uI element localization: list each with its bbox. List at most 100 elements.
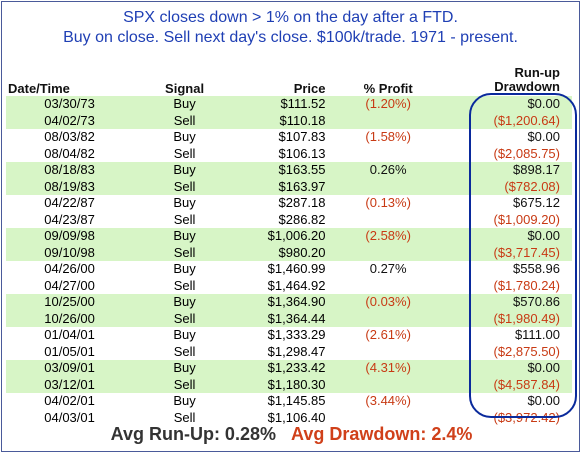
table-row: 03/09/01 Buy $1,233.42 (4.31%) $0.00 — [6, 360, 572, 377]
cell-signal: Sell — [127, 145, 242, 162]
table-header-row: Date/Time Signal Price % Profit Run-up D… — [6, 65, 572, 97]
cell-profit: (1.20%) — [325, 96, 451, 113]
cell-price: $163.97 — [241, 178, 326, 195]
cell-signal: Sell — [127, 310, 242, 327]
table-title: SPX closes down > 1% on the day after a … — [2, 8, 579, 48]
cell-price: $111.52 — [241, 96, 326, 113]
cell-runup-drawdown: ($1,780.24) — [465, 277, 572, 294]
cell-date: 04/03/01 — [6, 409, 128, 426]
cell-gap — [450, 261, 466, 278]
cell-price: $1,106.40 — [241, 409, 326, 426]
cell-runup-drawdown: $0.00 — [465, 393, 572, 410]
cell-profit: (1.58%) — [325, 129, 451, 146]
cell-price: $1,333.29 — [241, 327, 326, 344]
title-line-2: Buy on close. Sell next day's close. $10… — [63, 29, 518, 46]
cell-date: 04/23/87 — [6, 211, 128, 228]
header-gap — [451, 66, 466, 96]
cell-date: 09/09/98 — [6, 228, 128, 245]
cell-profit: 0.26% — [325, 162, 451, 179]
cell-profit: (0.03%) — [325, 294, 451, 311]
table-row: 10/25/00 Buy $1,364.90 (0.03%) $570.86 — [6, 294, 572, 311]
cell-signal: Sell — [127, 178, 242, 195]
table-row: 03/30/73 Buy $111.52 (1.20%) $0.00 — [6, 96, 572, 113]
cell-signal: Buy — [127, 294, 242, 311]
cell-date: 04/22/87 — [6, 195, 128, 212]
cell-date: 03/30/73 — [6, 96, 128, 113]
cell-price: $980.20 — [241, 244, 326, 261]
header-date: Date/Time — [8, 81, 70, 96]
cell-price: $1,233.42 — [241, 360, 326, 377]
cell-date: 08/18/83 — [6, 162, 128, 179]
cell-signal: Buy — [127, 228, 242, 245]
cell-runup-drawdown: $558.96 — [465, 261, 572, 278]
table-row: 01/05/01 Sell $1,298.47 ($2,875.50) — [6, 343, 572, 360]
avg-runup: Avg Run-Up: 0.28% — [110, 424, 276, 444]
table-row: 08/04/82 Sell $106.13 ($2,085.75) — [6, 145, 572, 162]
table-row: 03/12/01 Sell $1,180.30 ($4,587.84) — [6, 376, 572, 393]
cell-gap — [450, 244, 466, 261]
table-row: 04/02/01 Buy $1,145.85 (3.44%) $0.00 — [6, 393, 572, 410]
cell-gap — [450, 145, 466, 162]
cell-gap — [450, 294, 466, 311]
cell-date: 04/02/01 — [6, 393, 128, 410]
header-drawdown: Drawdown — [494, 79, 560, 94]
cell-date: 08/04/82 — [6, 145, 128, 162]
cell-date: 04/27/00 — [6, 277, 128, 294]
cell-runup-drawdown: ($1,980.49) — [465, 310, 572, 327]
cell-price: $107.83 — [241, 129, 326, 146]
cell-signal: Sell — [127, 211, 242, 228]
table-row: 01/04/01 Buy $1,333.29 (2.61%) $111.00 — [6, 327, 572, 344]
table-row: 04/02/73 Sell $110.18 ($1,200.64) — [6, 112, 572, 129]
cell-date: 04/26/00 — [6, 261, 128, 278]
title-line-1: SPX closes down > 1% on the day after a … — [123, 9, 458, 26]
table-row: 10/26/00 Sell $1,364.44 ($1,980.49) — [6, 310, 572, 327]
cell-price: $1,145.85 — [241, 393, 326, 410]
table-row: 04/22/87 Buy $287.18 (0.13%) $675.12 — [6, 195, 572, 212]
header-signal: Signal — [165, 81, 205, 96]
cell-signal: Sell — [127, 277, 242, 294]
cell-profit — [325, 277, 451, 294]
cell-gap — [450, 129, 466, 146]
cell-runup-drawdown: $0.00 — [465, 360, 572, 377]
cell-gap — [450, 228, 466, 245]
cell-signal: Sell — [127, 343, 242, 360]
cell-profit — [325, 244, 451, 261]
cell-profit — [325, 343, 451, 360]
header-runup: Run-up — [514, 65, 560, 80]
cell-profit: (2.61%) — [325, 327, 451, 344]
table-row: 08/19/83 Sell $163.97 ($782.08) — [6, 178, 572, 195]
cell-profit — [325, 376, 451, 393]
cell-profit: (4.31%) — [325, 360, 451, 377]
cell-gap — [450, 343, 466, 360]
cell-signal: Sell — [127, 409, 242, 426]
cell-gap — [450, 211, 466, 228]
cell-date: 01/05/01 — [6, 343, 128, 360]
cell-signal: Buy — [127, 195, 242, 212]
cell-price: $1,298.47 — [241, 343, 326, 360]
cell-runup-drawdown: ($1,200.64) — [465, 112, 572, 129]
cell-profit — [325, 409, 451, 426]
cell-gap — [450, 162, 466, 179]
cell-gap — [450, 310, 466, 327]
cell-runup-drawdown: $675.12 — [465, 195, 572, 212]
cell-profit — [325, 112, 451, 129]
trade-table-body: 03/30/73 Buy $111.52 (1.20%) $0.00 04/02/73 Se… — [6, 96, 572, 426]
cell-date: 03/12/01 — [6, 376, 128, 393]
cell-signal: Buy — [127, 393, 242, 410]
cell-profit — [325, 145, 451, 162]
avg-drawdown: Avg Drawdown: 2.4% — [291, 424, 473, 444]
cell-profit — [325, 310, 451, 327]
cell-date: 03/09/01 — [6, 360, 128, 377]
table-row: 08/03/82 Buy $107.83 (1.58%) $0.00 — [6, 129, 572, 146]
header-profit: % Profit — [363, 81, 413, 96]
cell-runup-drawdown: $570.86 — [465, 294, 572, 311]
cell-signal: Buy — [127, 327, 242, 344]
cell-signal: Sell — [127, 244, 242, 261]
cell-gap — [450, 277, 466, 294]
table-row: 04/26/00 Buy $1,460.99 0.27% $558.96 — [6, 261, 572, 278]
table-row: 09/10/98 Sell $980.20 ($3,717.45) — [6, 244, 572, 261]
cell-gap — [450, 96, 466, 113]
cell-price: $1,006.20 — [241, 228, 326, 245]
cell-price: $106.13 — [241, 145, 326, 162]
cell-date: 10/25/00 — [6, 294, 128, 311]
